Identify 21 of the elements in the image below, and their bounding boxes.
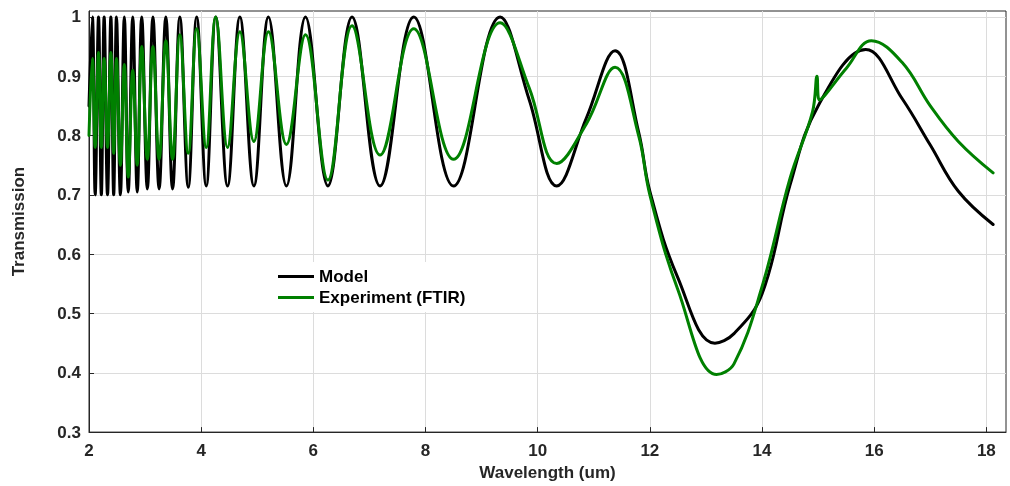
y-tick-label: 0.5 [57, 303, 81, 323]
y-tick-label: 1 [71, 7, 81, 27]
y-axis-title: Transmission [9, 166, 28, 277]
x-tick-label: 2 [84, 441, 94, 461]
x-tick-label: 16 [864, 441, 884, 461]
legend-label: Model [319, 267, 369, 286]
x-tick-label: 10 [528, 441, 548, 461]
x-tick-label: 14 [752, 441, 773, 461]
y-tick-label: 0.6 [57, 244, 81, 264]
x-tick-label: 6 [308, 441, 319, 461]
y-tick-label: 0.7 [57, 185, 81, 205]
y-tick-label: 0.4 [57, 363, 82, 383]
x-tick-label: 8 [420, 441, 431, 461]
x-tick-label: 18 [976, 441, 996, 461]
x-axis-title: Wavelength (um) [479, 463, 616, 482]
x-tick-label: 4 [196, 441, 207, 461]
x-tick-label: 12 [640, 441, 660, 461]
y-tick-label: 0.3 [57, 422, 81, 442]
y-tick-label: 0.9 [57, 66, 81, 86]
y-tick-label: 0.8 [57, 126, 81, 146]
legend-label: Experiment (FTIR) [319, 288, 466, 307]
